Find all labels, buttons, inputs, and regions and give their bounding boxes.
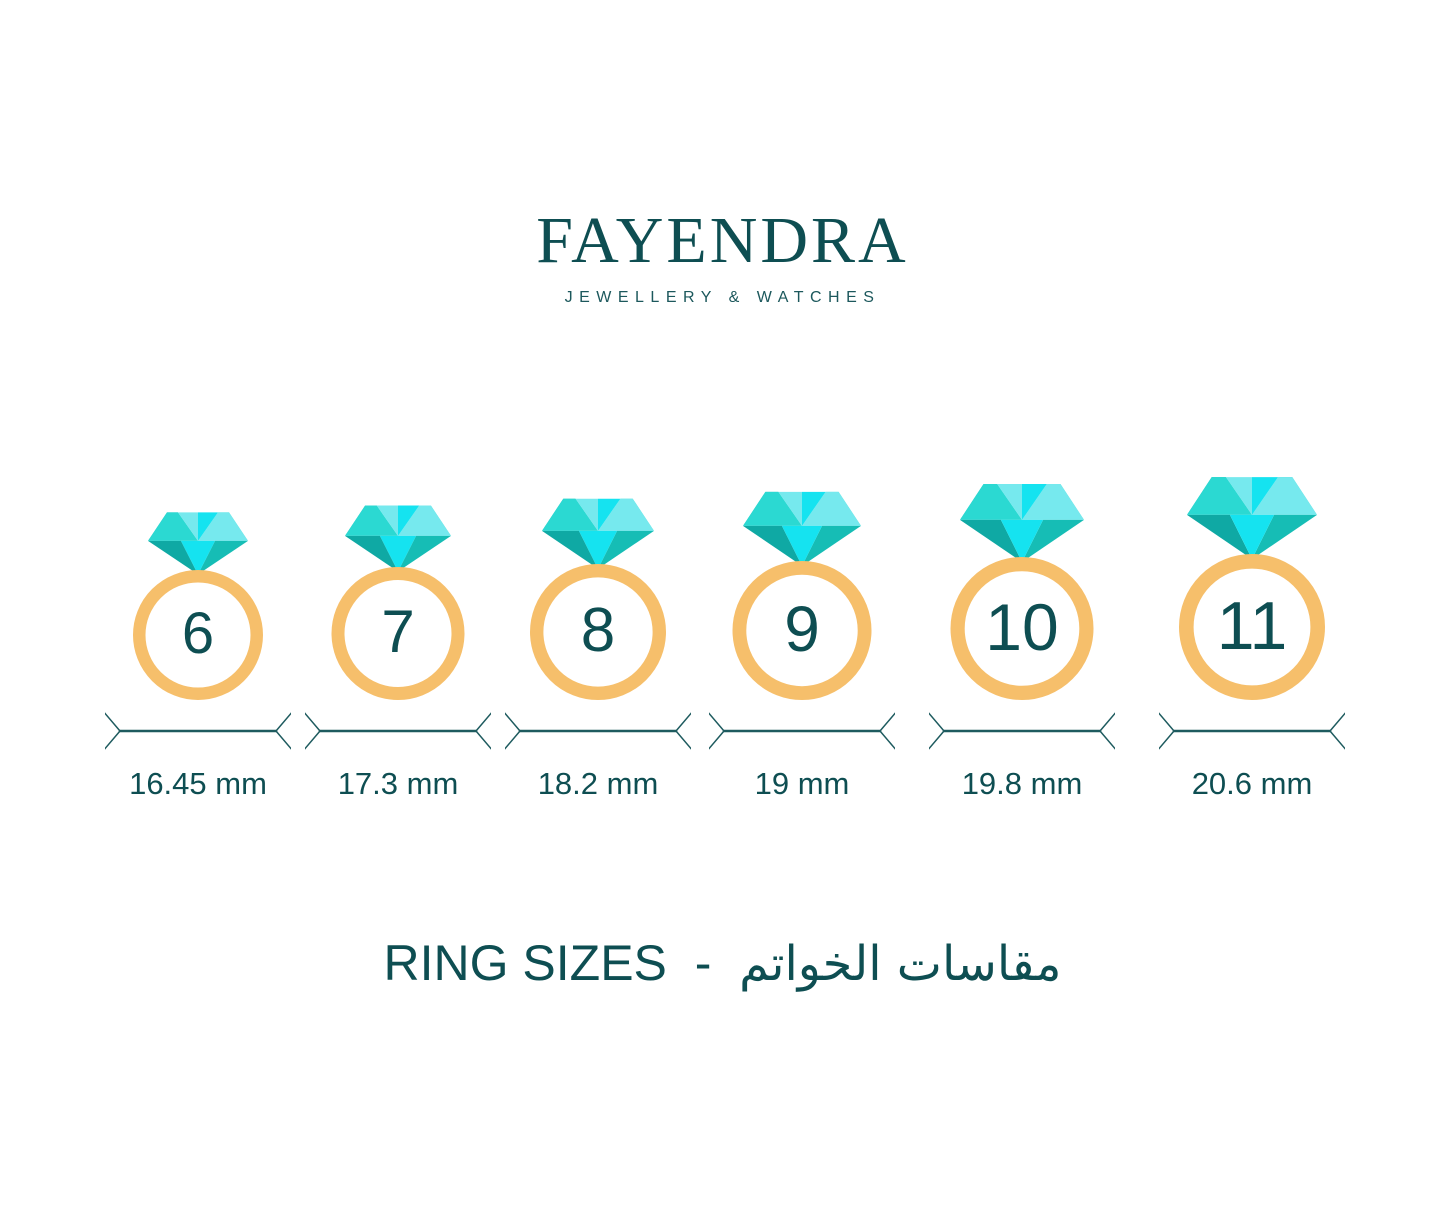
ring-diameter-label: 20.6 mm [1191, 766, 1313, 801]
ring-diameter-label: 17.3 mm [337, 766, 459, 801]
gem-icon [960, 483, 1084, 562]
gem-icon [542, 498, 654, 569]
ring-band [732, 561, 872, 700]
ring-illustration [331, 505, 465, 700]
brand-logo: FAYENDRA JEWELLERY & WATCHES [0, 208, 1445, 306]
ring-size-item[interactable]: 8 [488, 440, 708, 820]
brand-name: FAYENDRA [536, 204, 909, 277]
ring-size-item[interactable]: 7 [288, 440, 508, 820]
ring-illustration [133, 512, 263, 700]
ring-size-item[interactable]: 11 [1142, 440, 1362, 820]
chart-title-english: RING SIZES [383, 935, 667, 991]
chart-title: RING SIZES - مقاسات الخواتم [0, 938, 1445, 988]
dimension-arrow [505, 712, 691, 750]
ring-illustration [530, 498, 666, 700]
ring-size-number: 6 [181, 600, 215, 666]
chart-title-arabic: مقاسات الخواتم [739, 936, 1062, 992]
chart-title-separator: - [694, 935, 712, 991]
dimension-arrow [105, 712, 291, 750]
ring-band [950, 556, 1094, 701]
dimension-arrow [929, 712, 1115, 750]
ring-band [1179, 554, 1325, 700]
ring-size-number: 11 [1216, 587, 1288, 664]
gem-icon [345, 505, 451, 572]
gem-icon [743, 491, 861, 566]
ring-illustration [732, 491, 872, 700]
dimension-arrow [305, 712, 491, 750]
ring-size-item[interactable]: 10 [912, 440, 1132, 820]
dimension-arrow [709, 712, 895, 750]
ring-band [530, 563, 666, 700]
ring-diameter-label: 19.8 mm [961, 766, 1083, 801]
brand-tagline: JEWELLERY & WATCHES [564, 289, 881, 306]
ring-illustration [1179, 477, 1325, 700]
ring-size-item[interactable]: 9 [692, 440, 912, 820]
ring-diameter-label: 19 mm [754, 766, 850, 801]
ring-band [331, 567, 465, 700]
ring-diameter-label: 18.2 mm [537, 766, 659, 801]
ring-illustration [950, 483, 1094, 701]
ring-size-number: 8 [580, 595, 616, 665]
ring-size-number: 7 [381, 598, 415, 666]
ring-size-item[interactable]: 6 [88, 440, 308, 820]
ring-band [133, 570, 263, 700]
dimension-arrow [1159, 712, 1345, 750]
ring-size-number: 9 [784, 593, 820, 666]
gem-icon [148, 512, 248, 575]
gem-icon [1187, 477, 1317, 560]
ring-size-row: 6 7 8 9 10 11 [0, 440, 1445, 820]
ring-size-number: 10 [985, 590, 1059, 665]
ring-diameter-label: 16.45 mm [129, 766, 267, 801]
